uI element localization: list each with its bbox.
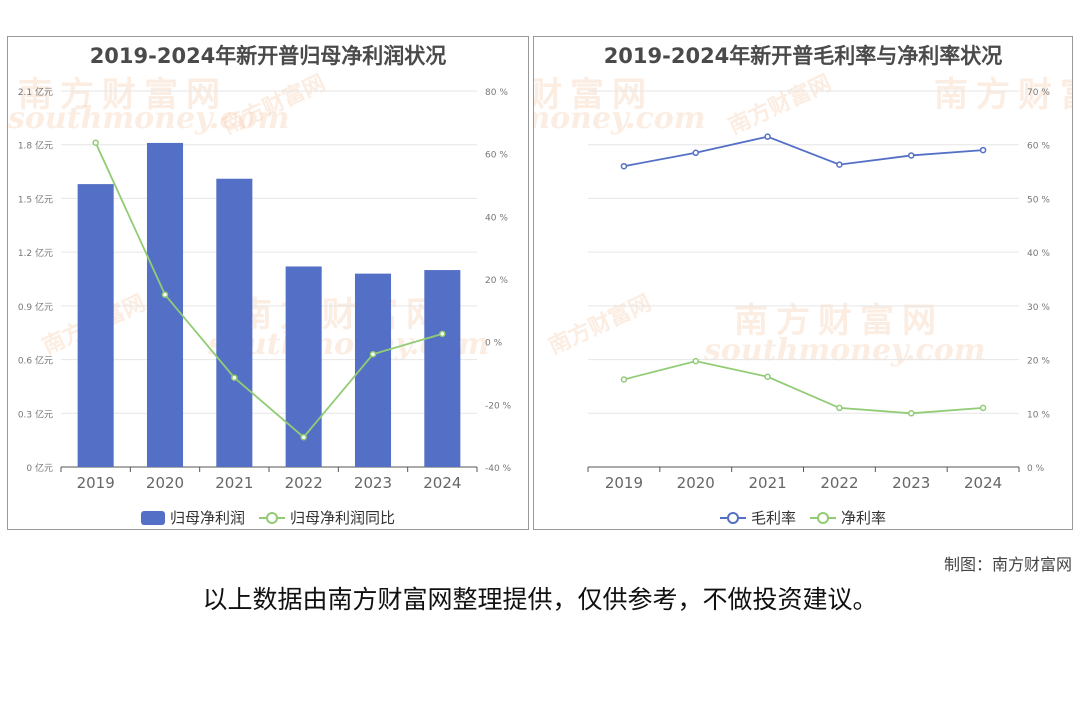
x-tick-label: 2022 [820, 474, 858, 492]
y-right-tick-label: 70 % [1027, 88, 1050, 98]
legend-line-swatch [259, 511, 285, 524]
data-point [836, 161, 843, 168]
y-left-tick-label: 0 亿元 [26, 462, 53, 474]
legend-item-net-profit-yoy[interactable]: 归母净利润同比 [259, 507, 395, 528]
data-point [439, 330, 446, 338]
data-point [692, 357, 699, 365]
data-point [836, 404, 843, 412]
data-point [764, 133, 771, 140]
net-profit-chart: 0 亿元 0.3 亿元 0.6 亿元 0.9 亿元 1.2 亿元 1.5 亿元 1.8 亿元… [18, 86, 512, 492]
margin-chart: 0 % 10 % 20 % 30 % 40 % 50 % 60 % 70 % 2019 2020 2… [587, 88, 1050, 492]
margin-chart-panel: 南方财富网 southmoney.com 南方财富网 southmoney.co… [533, 36, 1073, 530]
x-tick-label: 2020 [677, 474, 715, 492]
x-tick-label: 2021 [215, 474, 253, 492]
legend-label: 毛利率 [750, 509, 796, 527]
y-right-tick-label: 0 % [485, 339, 503, 349]
bar [77, 184, 114, 467]
series-line [623, 135, 984, 168]
y-right-tick-label: 50 % [1027, 195, 1050, 205]
data-point [620, 162, 628, 170]
bar [424, 270, 461, 467]
bar [146, 142, 184, 467]
x-tick-label: 2022 [285, 474, 323, 492]
y-right-tick-label: 60 % [1027, 142, 1050, 152]
legend-label: 净利率 [841, 509, 887, 527]
y-left-tick-label: 1.5 亿元 [18, 193, 53, 205]
chart-legend: 毛利率 净利率 [534, 507, 1072, 528]
chart-title: 2019-2024年新开普归母净利润状况 [89, 44, 447, 68]
legend-item-net-margin[interactable]: 净利率 [810, 507, 886, 528]
data-point [231, 374, 238, 381]
legend-label: 归母净利润 [169, 509, 245, 527]
y-left-tick-label: 1.8 亿元 [18, 140, 53, 152]
y-right-tick-label: -40 % [485, 464, 512, 474]
data-point [369, 350, 377, 358]
data-point [764, 373, 771, 381]
legend-item-net-profit[interactable]: 归母净利润 [140, 507, 245, 528]
series-line [623, 360, 984, 415]
data-point [92, 139, 99, 146]
data-point [300, 433, 307, 441]
chart-credit: 制图：南方财富网 [943, 555, 1072, 574]
chart-title: 2019-2024年新开普毛利率与净利率状况 [603, 44, 1003, 68]
y-left-tick-label: 0.9 亿元 [18, 301, 53, 313]
data-point [161, 291, 169, 298]
x-tick-label: 2019 [605, 474, 643, 492]
x-tick-label: 2023 [892, 474, 930, 492]
y-right-tick-label: -20 % [485, 401, 512, 411]
legend-item-gross-margin[interactable]: 毛利率 [719, 507, 796, 528]
data-point [620, 376, 628, 383]
legend-line-swatch [810, 511, 836, 524]
x-tick-label: 2020 [146, 474, 184, 492]
y-right-tick-label: 40 % [1027, 249, 1050, 259]
y-right-tick-label: 40 % [485, 213, 508, 223]
net-profit-chart-panel: 南方财富网 southmoney.com 南方财富网 southmoney.co… [7, 36, 529, 530]
y-right-tick-label: 80 % [485, 88, 508, 98]
data-point [979, 146, 987, 154]
y-right-tick-label: 0 % [1027, 464, 1045, 474]
bar [216, 178, 253, 467]
x-tick-label: 2024 [964, 474, 1002, 492]
y-left-tick-label: 1.2 亿元 [18, 247, 53, 259]
disclaimer-text: 以上数据由南方财富网整理提供，仅供参考，不做投资建议。 [202, 585, 878, 614]
series-line [94, 142, 443, 439]
y-left-tick-label: 0.3 亿元 [18, 408, 53, 420]
chart-legend: 归母净利润 归母净利润同比 [8, 507, 528, 528]
x-tick-label: 2021 [748, 474, 786, 492]
y-right-tick-label: 20 % [485, 276, 508, 286]
x-tick-label: 2024 [423, 474, 461, 492]
data-point [908, 410, 915, 417]
y-right-tick-label: 30 % [1027, 303, 1050, 313]
y-left-tick-label: 0.6 亿元 [18, 355, 53, 367]
legend-line-swatch [719, 511, 746, 524]
bar [285, 266, 322, 467]
x-tick-label: 2019 [77, 474, 115, 492]
data-point [979, 404, 987, 412]
legend-label: 归母净利润同比 [290, 509, 396, 527]
y-right-tick-label: 10 % [1027, 410, 1050, 420]
legend-bar-swatch [140, 510, 165, 525]
y-left-tick-label: 2.1 亿元 [18, 86, 53, 98]
y-right-tick-label: 60 % [485, 151, 508, 161]
data-point [692, 149, 699, 157]
x-tick-label: 2023 [354, 474, 392, 492]
bar [354, 273, 392, 467]
data-point [908, 152, 915, 159]
y-right-tick-label: 20 % [1027, 357, 1050, 367]
